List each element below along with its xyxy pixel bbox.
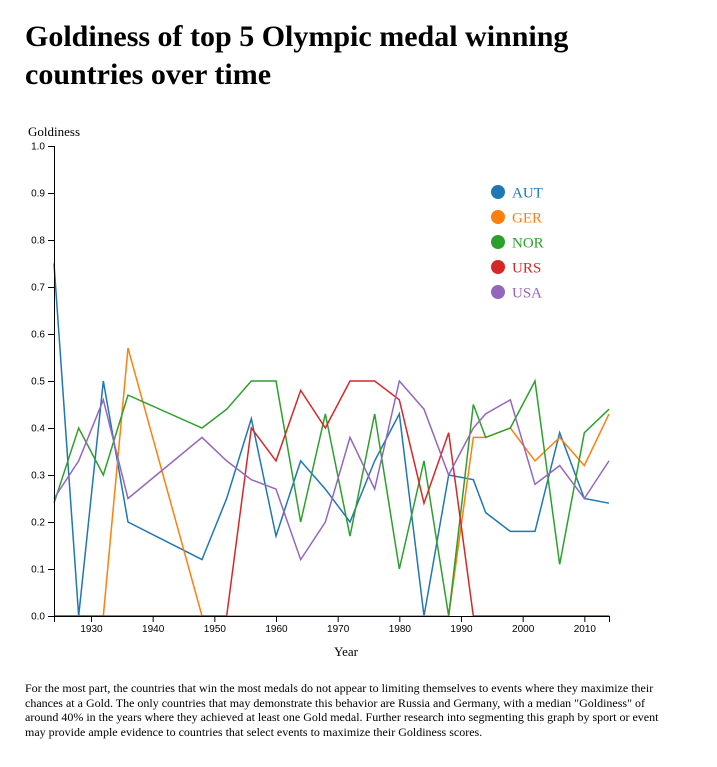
x-tick-label: 1960	[265, 624, 288, 635]
x-tick-label: 2000	[512, 624, 535, 635]
x-tick-label: 1990	[450, 624, 473, 635]
series-lines	[53, 263, 610, 617]
x-axis-label: Year	[334, 644, 359, 659]
x-tick-label: 1950	[204, 624, 227, 635]
series-line-ger	[54, 347, 610, 617]
series-line-usa	[53, 379, 610, 562]
series-line-nor	[53, 378, 610, 617]
legend-label-aut: AUT	[512, 185, 543, 201]
legend-marker-usa	[491, 285, 505, 299]
y-tick-label: 0.4	[31, 424, 45, 435]
y-tick-label: 0.8	[31, 236, 45, 247]
y-tick-label: 0.9	[31, 189, 45, 200]
x-tick-label: 1930	[80, 624, 103, 635]
y-axis: 0.0 0.1 0.2 0.3 0.4 0.5 0.6 0.7 0.8 0.9 1.0	[31, 142, 55, 623]
x-axis-line	[54, 616, 610, 622]
x-tick-label: 1970	[327, 624, 350, 635]
x-axis: 1930 1940 1950 1960 1970 1980 1990 2000 2010	[54, 616, 610, 635]
legend-label-usa: USA	[512, 285, 542, 301]
y-tick-label: 0.7	[31, 283, 45, 294]
y-tick-label: 0.6	[31, 330, 45, 341]
legend-label-urs: URS	[512, 260, 541, 276]
goldiness-line-chart: 0.00.10.20.30.40.50.60.70.80.91.0 1930 19…	[28, 124, 610, 659]
y-tick-label: 0.2	[31, 518, 45, 529]
x-tick-label: 1980	[389, 624, 412, 635]
x-tick-label: 1940	[142, 624, 165, 635]
legend-marker-nor	[491, 235, 505, 249]
legend: AUT GER NOR URS USA	[491, 185, 544, 301]
plot-area: 0.00.10.20.30.40.50.60.70.80.91.0 1930 19…	[31, 142, 610, 635]
y-tick-label: 0.3	[31, 471, 45, 482]
y-axis-label: Goldiness	[28, 124, 80, 139]
caption: For the most part, the countries that wi…	[25, 681, 659, 739]
y-tick-label: 0.5	[31, 377, 45, 388]
legend-marker-urs	[491, 260, 505, 274]
x-tick-label: 2010	[574, 624, 597, 635]
y-tick-label: 0.1	[31, 565, 45, 576]
page-title: Goldiness of top 5 Olympic medal winning…	[25, 20, 569, 91]
legend-marker-aut	[491, 185, 505, 199]
legend-marker-ger	[491, 210, 505, 224]
legend-label-ger: GER	[512, 210, 542, 226]
series-line-aut	[53, 263, 610, 617]
y-tick-label: 0.0	[31, 612, 45, 623]
legend-label-nor: NOR	[512, 235, 544, 251]
y-tick-label: 1.0	[31, 142, 45, 153]
